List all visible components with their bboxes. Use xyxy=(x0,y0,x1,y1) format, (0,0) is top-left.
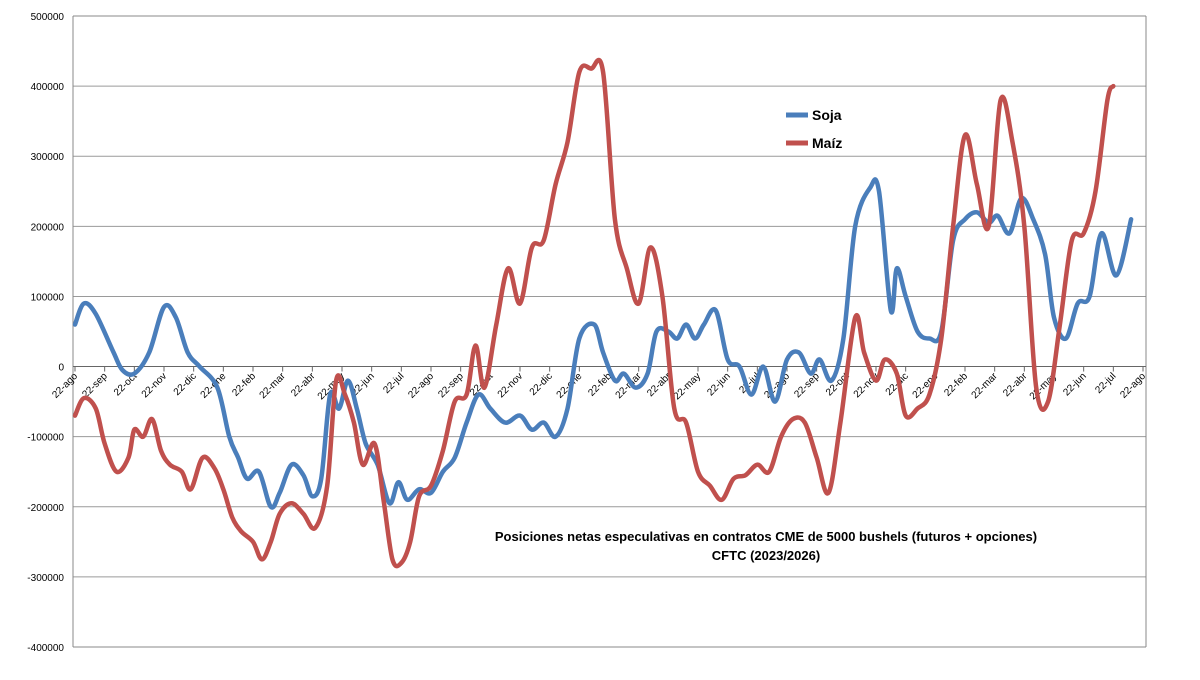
series-line-0 xyxy=(72,177,1134,510)
x-tick-label: 22-ago xyxy=(406,371,436,401)
series-line-1 xyxy=(72,57,1116,569)
x-tick-label: 22-jul xyxy=(1093,371,1118,396)
x-tick-label: 22-ene xyxy=(199,371,229,401)
x-tick-label: 22-feb xyxy=(942,371,970,399)
y-tick-label: -100000 xyxy=(27,433,64,444)
x-tick-label: 22-mar xyxy=(970,370,1001,401)
y-tick-label: -400000 xyxy=(27,643,64,654)
y-tick-label: 200000 xyxy=(31,222,65,233)
series-lines xyxy=(72,57,1134,569)
x-tick-label: 22-nov xyxy=(140,371,169,400)
x-tick-label: 22-abr xyxy=(289,370,318,399)
x-tick-label: 22-sep xyxy=(792,371,822,401)
chart-title: Posiciones netas especulativas en contra… xyxy=(495,529,1037,544)
legend: Soja Maíz xyxy=(786,107,842,151)
x-tick-label: 22-ago xyxy=(1118,371,1148,401)
legend-label-1: Maíz xyxy=(812,135,842,151)
x-tick-label: 22-ago xyxy=(50,371,80,401)
x-tick-label: 22-jul xyxy=(381,371,406,396)
y-tick-label: -300000 xyxy=(27,573,64,584)
x-tick-label: 22-jun xyxy=(705,371,732,398)
y-tick-label: 0 xyxy=(58,363,64,374)
x-tick-label: 22-abr xyxy=(1001,370,1030,399)
y-tick-label: 400000 xyxy=(31,82,65,93)
x-tick-label: 22-nov xyxy=(852,371,881,400)
x-tick-label: 22-nov xyxy=(496,371,525,400)
y-tick-label: -200000 xyxy=(27,503,64,514)
gridlines xyxy=(73,15,1146,648)
chart-title-block: Posiciones netas especulativas en contra… xyxy=(495,529,1037,563)
x-tick-label: 22-jun xyxy=(1061,371,1088,398)
x-tick-label: 22-feb xyxy=(230,371,258,399)
y-tick-label: 300000 xyxy=(31,152,65,163)
y-tick-label: 100000 xyxy=(31,292,65,303)
x-tick-label: 22-mar xyxy=(258,370,289,401)
y-tick-label: 500000 xyxy=(31,12,65,23)
x-tick-label: 22-dic xyxy=(528,371,555,398)
x-tick-label: 22-dic xyxy=(172,371,199,398)
legend-label-0: Soja xyxy=(812,107,842,123)
x-tick-label: 22-may xyxy=(672,371,703,402)
x-tick-label: 22-sep xyxy=(436,371,466,401)
chart-subtitle: CFTC (2023/2026) xyxy=(712,548,820,563)
axes: -400000 -300000 -200000 -100000 0 100000 20000… xyxy=(27,12,1148,654)
